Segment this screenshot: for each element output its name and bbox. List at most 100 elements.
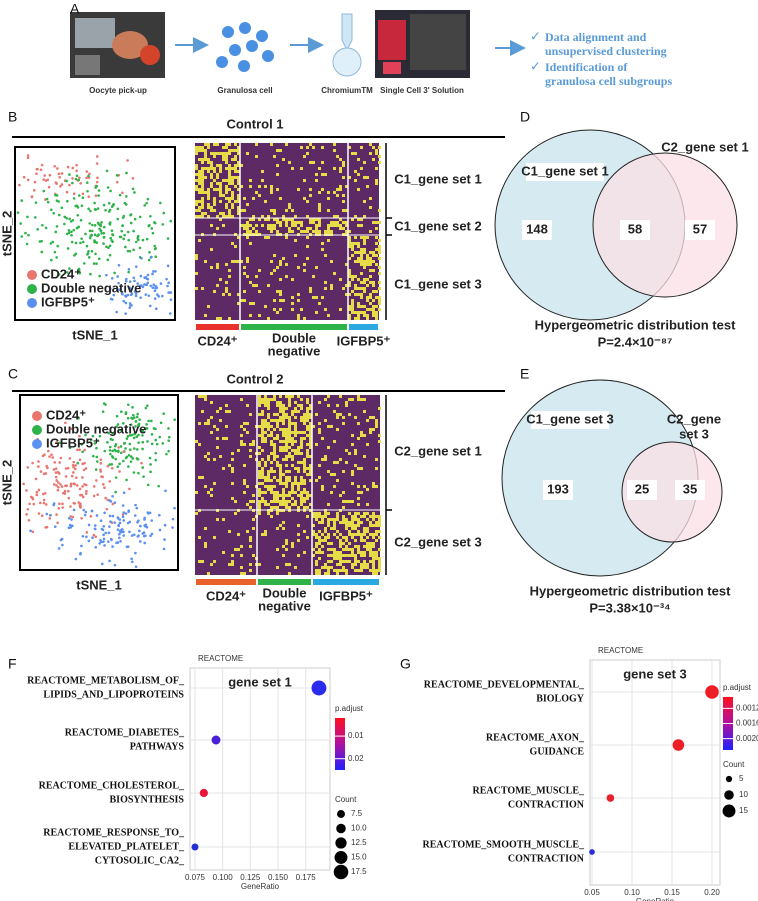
tsne-dot: [75, 174, 79, 178]
tsne-dot: [141, 447, 144, 451]
heatmap-cell: [291, 491, 294, 494]
heatmap-cell: [333, 440, 336, 443]
heatmap-cell: [276, 548, 279, 551]
heatmap-cell: [294, 566, 297, 569]
heatmap-cell: [231, 242, 234, 245]
outcome-text: Data alignment and: [545, 30, 647, 44]
heatmap-cell: [261, 428, 264, 431]
heatmap-cell: [363, 566, 366, 569]
heatmap-cell: [378, 272, 381, 275]
tsne-dot: [20, 199, 24, 202]
heatmap-cell: [285, 440, 288, 443]
heatmap-cell: [291, 464, 294, 467]
heatmap-cell: [219, 182, 222, 185]
heatmap-cell: [375, 248, 378, 251]
heatmap-cell: [231, 197, 234, 200]
heatmap-cell: [327, 521, 330, 524]
heatmap-cell: [360, 263, 363, 266]
heatmap-cell: [348, 413, 351, 416]
heatmap-cell: [219, 194, 222, 197]
heatmap-cell: [264, 425, 267, 428]
tsne-dot: [59, 538, 63, 542]
tsne-dot: [67, 516, 71, 520]
tsne-dot: [98, 274, 102, 278]
category-label: REACTOME_METABOLISM_OF_: [27, 675, 185, 686]
heatmap-cell: [312, 296, 315, 299]
heatmap-cell: [243, 572, 246, 575]
heatmap-cell: [198, 149, 201, 152]
heatmap-cell: [231, 206, 234, 209]
heatmap-cell: [219, 200, 222, 203]
heatmap-cell: [252, 518, 255, 521]
heatmap-cell: [204, 395, 207, 398]
heatmap-cell: [333, 524, 336, 527]
heatmap-cell: [273, 395, 276, 398]
gene-set-label: C1_gene set 1: [394, 171, 481, 186]
tsne-dot: [73, 482, 77, 486]
legend-title: Count: [335, 795, 357, 804]
heatmap-cell: [201, 167, 204, 170]
tsne-dot: [95, 241, 99, 244]
heatmap-cell: [195, 491, 198, 494]
tsne-dot: [129, 213, 133, 216]
tsne-dot: [151, 231, 155, 235]
tsne-dot: [89, 234, 92, 238]
category-label: REACTOME_AXON_: [486, 732, 585, 743]
heatmap-cell: [243, 491, 246, 494]
heatmap-cell: [315, 551, 318, 554]
heatmap-cell: [288, 476, 291, 479]
tsne-dot: [39, 470, 43, 473]
heatmap-cell: [300, 146, 303, 149]
heatmap-cells: [195, 143, 381, 320]
heatmap-cell: [357, 287, 360, 290]
size-label: 15: [739, 806, 748, 815]
heatmap-cell: [348, 524, 351, 527]
tsne-dot: [56, 244, 60, 248]
heatmap-cell: [228, 209, 231, 212]
heatmap-cell: [303, 470, 306, 473]
heatmap-cell: [306, 434, 309, 437]
tsne-dot: [34, 477, 38, 481]
heatmap-cell: [372, 518, 375, 521]
heatmap-cell: [267, 398, 270, 401]
heatmap-cell: [294, 440, 297, 443]
tsne-dot: [122, 519, 126, 522]
heatmap-cell: [363, 455, 366, 458]
heatmap-cell: [231, 554, 234, 557]
heatmap-cell: [258, 488, 261, 491]
heatmap-cell: [207, 167, 210, 170]
tsne-dot: [119, 529, 123, 532]
heatmap-cell: [243, 197, 246, 200]
tsne-dot: [95, 479, 98, 482]
tsne-dot: [116, 275, 120, 278]
tsne-dot: [89, 515, 93, 518]
tsne-dot: [47, 185, 51, 189]
tsne-dot: [50, 208, 53, 212]
heatmap-cell: [213, 155, 216, 158]
tsne-dot: [80, 204, 84, 208]
heatmap-cell: [300, 419, 303, 422]
tsne-dot: [85, 244, 89, 248]
heatmap-cell: [246, 224, 249, 227]
heatmap-cell: [315, 533, 318, 536]
tsne-dot: [135, 457, 139, 460]
heatmap-cell: [228, 275, 231, 278]
tsne-dot: [153, 297, 157, 300]
heatmap-cell: [276, 173, 279, 176]
heatmap-cell: [300, 443, 303, 446]
tsne-dot: [91, 223, 94, 227]
heatmap-cell: [357, 437, 360, 440]
heatmap-cell: [318, 530, 321, 533]
tsne-dot: [18, 183, 21, 187]
heatmap-cell: [273, 212, 276, 215]
heatmap-cell: [363, 485, 366, 488]
heatmap-cell: [207, 452, 210, 455]
heatmap-cell: [285, 455, 288, 458]
heatmap-cell: [336, 572, 339, 575]
heatmap-cell: [234, 176, 237, 179]
tsne-dot: [126, 403, 130, 407]
tsne-dot: [41, 454, 45, 458]
heatmap-cell: [288, 434, 291, 437]
heatmap-cell: [258, 218, 261, 221]
heatmap-cell: [276, 311, 279, 314]
